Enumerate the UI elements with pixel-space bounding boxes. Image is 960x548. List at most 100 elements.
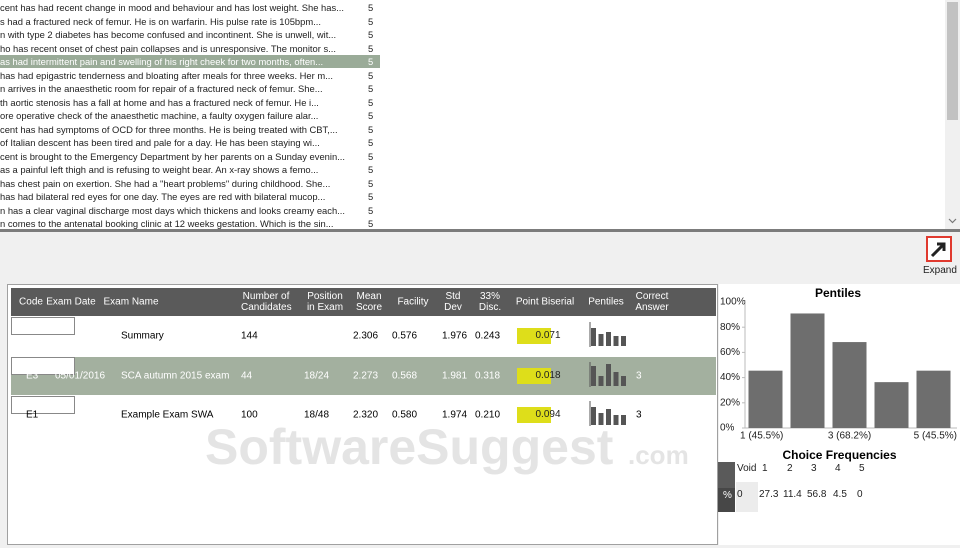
table-row[interactable]: E1 Example Exam SWA 100 18/48 2.320 0.580 1.97… — [11, 396, 716, 434]
point-biserial-fill — [517, 328, 551, 344]
pentiles-mini-chart — [589, 322, 626, 347]
divider — [0, 229, 960, 232]
frequency-header: Void — [737, 463, 757, 474]
column-header: Number of Candidates — [241, 291, 292, 313]
question-row[interactable]: cent is brought to the Emergency Departm… — [0, 150, 380, 163]
cell: 144 — [241, 330, 258, 342]
question-row[interactable]: cent has had recent change in mood and b… — [0, 1, 380, 14]
question-row[interactable]: th aortic stenosis has a fall at home an… — [0, 96, 380, 109]
row-label-cell — [718, 488, 735, 512]
mini-bar — [613, 371, 619, 386]
question-text: n comes to the antenatal booking clinic … — [0, 218, 334, 229]
column-header: Std Dev — [444, 291, 462, 313]
choice-frequencies: Choice Frequencies Void 1 2 3 4 5% 0 27.3 11.4 56… — [718, 444, 960, 544]
question-text: as had intermittent pain and swelling of… — [0, 56, 324, 67]
question-count: 5 — [368, 218, 374, 229]
mini-bar — [613, 336, 619, 346]
question-count: 5 — [368, 29, 374, 40]
cell: 18/24 — [304, 370, 330, 381]
question-count: 5 — [368, 110, 374, 121]
frequency-value: 11.4 — [783, 489, 802, 500]
question-row[interactable]: ore operative check of the anaesthetic m… — [0, 109, 380, 122]
question-count: 5 — [368, 15, 374, 27]
cell: 100 — [241, 409, 258, 421]
bar — [874, 382, 909, 428]
point-biserial-value: 0.018 — [535, 369, 561, 381]
frequency-row-label: % — [723, 490, 732, 501]
question-row[interactable]: n arrives in the anaesthetic room for re… — [0, 82, 380, 95]
question-row[interactable]: cent has had symptoms of OCD for three m… — [0, 123, 380, 136]
column-header: 33% Disc. — [478, 291, 502, 313]
cell: 44 — [241, 370, 253, 381]
bar — [916, 370, 951, 428]
question-text: cent is brought to the Emergency Departm… — [0, 150, 345, 162]
mini-bar — [621, 415, 626, 425]
stats-panel: Pentiles 0% 20% 40% 60% 80% 100% 1 (45.5%) 3 (6… — [718, 284, 960, 545]
x-tick-label: 3 (68.2%) — [828, 431, 871, 442]
cell: E3 — [26, 370, 39, 381]
question-row[interactable]: as a painful left thigh and is refusing … — [0, 163, 380, 176]
frequency-header: 4 — [835, 463, 841, 474]
mini-bar — [621, 336, 626, 346]
point-biserial-value: 0.094 — [535, 409, 561, 420]
scroll-down-arrow[interactable] — [947, 216, 958, 226]
cell: 0.568 — [392, 370, 418, 381]
cell: 2.306 — [353, 330, 379, 342]
mini-bar — [621, 375, 626, 386]
question-row[interactable]: has chest pain on exertion. She had a "h… — [0, 177, 380, 190]
x-tick-label: 5 (45.5%) — [914, 431, 957, 442]
question-text: ore operative check of the anaesthetic m… — [0, 110, 319, 121]
pentiles-chart: Pentiles 0% 20% 40% 60% 80% 100% 1 (45.5%) 3 (6… — [720, 286, 957, 442]
question-row[interactable]: s had a fractured neck of femur. He is o… — [0, 15, 380, 28]
y-tick-label: 60% — [720, 347, 740, 358]
column-header: Facility — [397, 296, 429, 308]
question-text: of Italian descent has been tired and pa… — [0, 137, 320, 148]
cell: Summary — [121, 330, 164, 342]
question-row[interactable]: n with type 2 diabetes has become confus… — [0, 28, 380, 41]
question-row[interactable]: ho has recent onset of chest pain collap… — [0, 42, 380, 55]
cell: 1.981 — [442, 370, 468, 381]
y-tick-label: 0% — [720, 423, 735, 434]
frequency-header: 1 — [762, 463, 768, 474]
bar — [832, 342, 867, 428]
header-cell — [718, 462, 735, 488]
y-tick-label: 80% — [720, 322, 740, 333]
question-count: 5 — [368, 137, 374, 148]
question-row[interactable]: n comes to the antenatal booking clinic … — [0, 217, 380, 229]
cell: 3 — [636, 370, 642, 381]
table-header: Code Exam Date Exam Name Number of Candidat… — [11, 288, 716, 316]
y-tick-label: 100% — [720, 297, 746, 308]
mini-bar — [591, 407, 596, 425]
mini-bar — [591, 328, 596, 346]
mini-bar — [606, 332, 611, 346]
table-row[interactable]: Summary 144 2.306 0.576 1.976 0.243 0.071 — [11, 317, 716, 355]
table-row[interactable]: E3 05/01/2016 SCA autumn 2015 exam 44 18/24 2… — [11, 356, 716, 395]
question-text: has had bilateral red eyes for one day. … — [0, 191, 326, 202]
cell: 0.210 — [475, 409, 501, 421]
cell: 2.273 — [353, 370, 379, 381]
exam-table: Code Exam Date Exam Name Number of Candidat… — [7, 284, 718, 545]
question-row[interactable]: as had intermittent pain and swelling of… — [0, 55, 380, 68]
question-text: n with type 2 diabetes has become confus… — [0, 29, 337, 40]
cell: 18/48 — [304, 409, 330, 421]
cell: 0.580 — [392, 409, 418, 421]
scroll-thumb[interactable] — [947, 2, 958, 120]
question-row[interactable]: of Italian descent has been tired and pa… — [0, 136, 380, 149]
frequency-header: 2 — [787, 463, 793, 474]
question-text: th aortic stenosis has a fall at home an… — [0, 96, 319, 108]
question-row[interactable]: n has a clear vaginal discharge most day… — [0, 204, 380, 217]
bar — [790, 313, 825, 428]
cell: Example Exam SWA — [121, 409, 214, 421]
question-row[interactable]: has had epigastric tenderness and bloati… — [0, 69, 380, 82]
column-header: Mean Score — [355, 291, 383, 313]
cell: 0.576 — [392, 330, 418, 342]
chart-title: Pentiles — [815, 286, 861, 300]
frequency-value: 0 — [857, 489, 863, 500]
watermark-suffix: .com — [628, 440, 689, 470]
question-text: has chest pain on exertion. She had a "h… — [0, 177, 331, 189]
question-count: 5 — [368, 2, 374, 13]
expand-button[interactable]: Expand — [918, 234, 960, 280]
frequency-header: 3 — [811, 463, 817, 474]
question-row[interactable]: has had bilateral red eyes for one day. … — [0, 190, 380, 203]
